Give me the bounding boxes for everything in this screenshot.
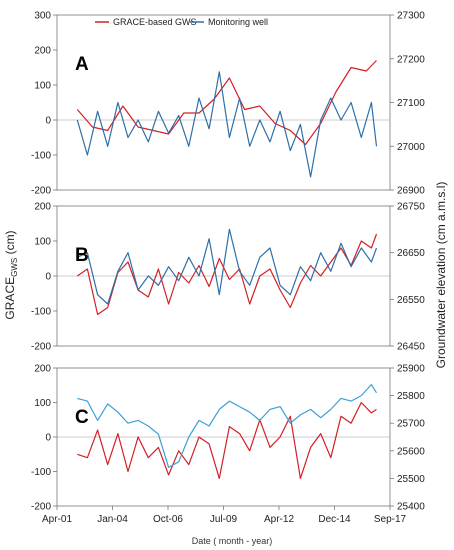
x-tick-label: Dec-14 xyxy=(318,514,351,525)
right-tick-label: 25800 xyxy=(397,391,425,402)
left-tick-label: 100 xyxy=(34,81,51,92)
right-tick-label: 26650 xyxy=(397,248,425,259)
right-tick-label: 26750 xyxy=(397,202,425,213)
series-line-well xyxy=(77,228,378,305)
x-tick-label: Oct-06 xyxy=(153,514,183,525)
left-tick-label: 100 xyxy=(34,398,51,409)
right-tick-label: 25400 xyxy=(397,502,425,513)
panel-label: C xyxy=(75,407,89,428)
legend: GRACE-based GWS Monitoring well xyxy=(95,17,268,27)
right-tick-label: 26900 xyxy=(397,186,425,197)
x-axis-title: Date ( month - year) xyxy=(192,536,273,546)
panel-a: -200 -100 0 100 200 300 26900 27000 27100 27200 27… xyxy=(31,11,425,197)
left-tick-label: -200 xyxy=(31,502,51,513)
left-tick-label: 100 xyxy=(34,237,51,248)
right-tick-label: 27200 xyxy=(397,54,425,65)
legend-label: GRACE-based GWS xyxy=(113,17,197,27)
left-tick-label: -100 xyxy=(31,307,51,318)
left-tick-label: -200 xyxy=(31,342,51,353)
right-axis-title: Groundwater elevation (cm a.m.s.l) xyxy=(434,182,448,369)
left-tick-label: -100 xyxy=(31,467,51,478)
left-tick-label: 0 xyxy=(45,433,51,444)
panels: -200 -100 0 100 200 300 26900 27000 27100 27200 27… xyxy=(31,11,425,526)
right-tick-label: 25600 xyxy=(397,446,425,457)
panel-b: -200 -100 0 100 200 26450 26550 26650 26750 B xyxy=(31,202,425,353)
left-tick-label: 200 xyxy=(34,364,51,375)
left-tick-label: -100 xyxy=(31,151,51,162)
x-tick-label: Sep-17 xyxy=(374,514,407,525)
right-tick-label: 25500 xyxy=(397,474,425,485)
panel-label: B xyxy=(75,245,89,266)
left-tick-label: 0 xyxy=(45,116,51,127)
legend-label: Monitoring well xyxy=(208,17,268,27)
right-tick-label: 27100 xyxy=(397,98,425,109)
right-tick-label: 27000 xyxy=(397,142,425,153)
x-tick-label: Apr-12 xyxy=(264,514,294,525)
left-tick-label: 300 xyxy=(34,11,51,22)
left-tick-label: 200 xyxy=(34,46,51,57)
series-line-grace xyxy=(76,60,377,146)
series-line-grace xyxy=(77,401,377,479)
x-tick-label: Jul-09 xyxy=(210,514,238,525)
series-line-grace xyxy=(76,233,378,316)
left-tick-label: -200 xyxy=(31,186,51,197)
panel-c: -200 -100 0 100 200 25400 25500 25600 25700 25800… xyxy=(31,364,425,526)
x-tick-label: Apr-01 xyxy=(42,514,72,525)
right-tick-label: 25900 xyxy=(397,364,425,375)
x-tick-label: Jan-04 xyxy=(97,514,128,525)
panel-label: A xyxy=(75,54,89,75)
series-line-well xyxy=(77,384,378,468)
right-tick-label: 26450 xyxy=(397,342,425,353)
left-tick-label: 0 xyxy=(45,272,51,283)
right-tick-label: 27300 xyxy=(397,11,425,22)
right-tick-label: 26550 xyxy=(397,295,425,306)
right-tick-label: 25700 xyxy=(397,419,425,430)
left-axis-title: GRACEGWS (cm) xyxy=(3,230,19,319)
series-line-well xyxy=(76,71,378,178)
left-tick-label: 200 xyxy=(34,202,51,213)
